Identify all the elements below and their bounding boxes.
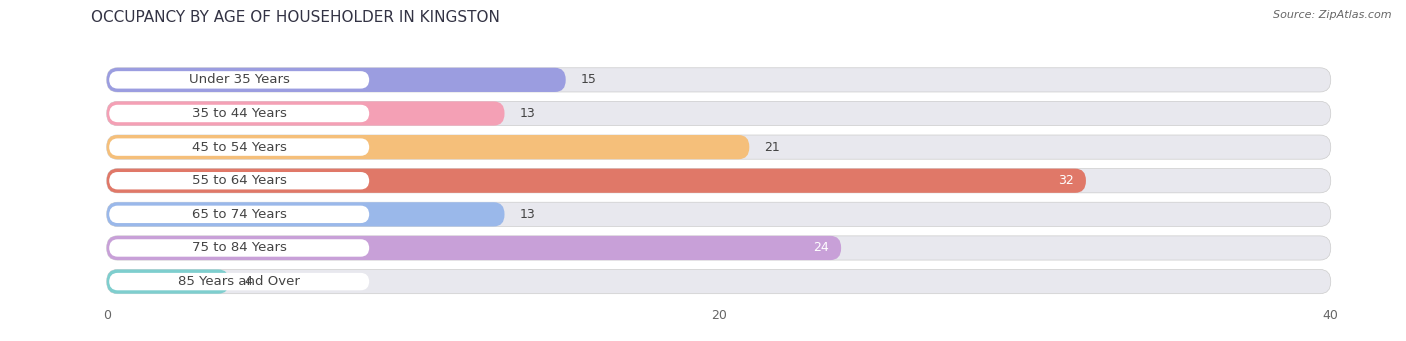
Text: 13: 13 bbox=[520, 208, 536, 221]
Text: 21: 21 bbox=[765, 140, 780, 153]
FancyBboxPatch shape bbox=[107, 202, 505, 226]
Text: 32: 32 bbox=[1057, 174, 1074, 187]
Text: Source: ZipAtlas.com: Source: ZipAtlas.com bbox=[1274, 10, 1392, 20]
Text: 85 Years and Over: 85 Years and Over bbox=[179, 275, 299, 288]
FancyBboxPatch shape bbox=[107, 135, 749, 159]
FancyBboxPatch shape bbox=[107, 202, 1330, 226]
FancyBboxPatch shape bbox=[107, 269, 1330, 294]
FancyBboxPatch shape bbox=[107, 236, 1330, 260]
FancyBboxPatch shape bbox=[107, 169, 1085, 193]
Text: 55 to 64 Years: 55 to 64 Years bbox=[191, 174, 287, 187]
FancyBboxPatch shape bbox=[107, 135, 1330, 159]
FancyBboxPatch shape bbox=[107, 269, 229, 294]
Text: 65 to 74 Years: 65 to 74 Years bbox=[191, 208, 287, 221]
FancyBboxPatch shape bbox=[110, 206, 370, 223]
FancyBboxPatch shape bbox=[107, 236, 841, 260]
Text: 35 to 44 Years: 35 to 44 Years bbox=[191, 107, 287, 120]
Text: OCCUPANCY BY AGE OF HOUSEHOLDER IN KINGSTON: OCCUPANCY BY AGE OF HOUSEHOLDER IN KINGS… bbox=[91, 10, 501, 25]
Text: 75 to 84 Years: 75 to 84 Years bbox=[191, 241, 287, 254]
FancyBboxPatch shape bbox=[110, 172, 370, 190]
FancyBboxPatch shape bbox=[107, 68, 1330, 92]
Text: 45 to 54 Years: 45 to 54 Years bbox=[191, 140, 287, 153]
FancyBboxPatch shape bbox=[107, 101, 1330, 125]
FancyBboxPatch shape bbox=[110, 138, 370, 156]
FancyBboxPatch shape bbox=[110, 71, 370, 89]
FancyBboxPatch shape bbox=[110, 239, 370, 257]
FancyBboxPatch shape bbox=[107, 68, 565, 92]
Text: 15: 15 bbox=[581, 73, 598, 86]
Text: 24: 24 bbox=[813, 241, 830, 254]
FancyBboxPatch shape bbox=[110, 105, 370, 122]
Text: Under 35 Years: Under 35 Years bbox=[188, 73, 290, 86]
FancyBboxPatch shape bbox=[107, 101, 505, 125]
FancyBboxPatch shape bbox=[110, 273, 370, 290]
Text: 13: 13 bbox=[520, 107, 536, 120]
Text: 4: 4 bbox=[245, 275, 252, 288]
FancyBboxPatch shape bbox=[107, 169, 1330, 193]
